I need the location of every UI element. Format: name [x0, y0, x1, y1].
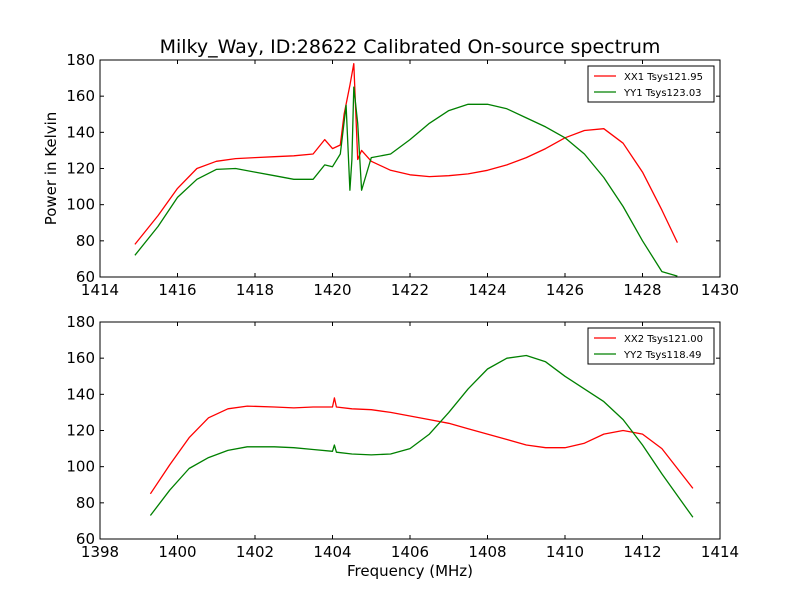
legend-label: XX1 Tsys121.95 — [624, 72, 703, 83]
legend: XX2 Tsys121.00 YY2 Tsys118.49 — [587, 327, 715, 365]
x-tick-label: 1408 — [468, 543, 506, 561]
legend-label: XX2 Tsys121.00 — [624, 334, 703, 345]
y-axis-label: Power in Kelvin — [42, 112, 60, 226]
x-tick-label: 1420 — [313, 281, 351, 299]
series-line-1-1 — [134, 62, 678, 245]
x-axis-label: Frequency (MHz) — [347, 562, 473, 580]
legend-label: YY2 Tsys118.49 — [623, 350, 702, 361]
x-tick-label: 1428 — [623, 281, 661, 299]
series-line-2-1 — [149, 397, 694, 495]
x-tick-label: 1416 — [158, 281, 196, 299]
x-tick-label: 1414 — [81, 281, 119, 299]
legend-box — [587, 327, 715, 365]
series-line-2-2 — [149, 354, 694, 518]
y-tick-label: 80 — [76, 494, 95, 512]
x-tick-label: 1400 — [158, 543, 196, 561]
x-tick-label: 1418 — [236, 281, 274, 299]
y-tick-label: 140 — [66, 385, 95, 403]
series-line-1-2 — [134, 86, 678, 277]
y-tick-label: 160 — [66, 349, 95, 367]
legend-label: YY1 Tsys123.03 — [623, 88, 702, 99]
x-tick-label: 1398 — [81, 543, 119, 561]
y-tick-label: 100 — [66, 196, 95, 214]
y-tick-label: 120 — [66, 160, 95, 178]
y-tick-label: 180 — [66, 51, 95, 69]
legend-box — [587, 65, 715, 103]
y-tick-label: 80 — [76, 232, 95, 250]
x-tick-label: 1402 — [236, 543, 274, 561]
y-tick-label: 120 — [66, 422, 95, 440]
x-tick-label: 1406 — [391, 543, 429, 561]
x-tick-label: 1424 — [468, 281, 506, 299]
y-tick-label: 180 — [66, 313, 95, 331]
x-tick-label: 1412 — [623, 543, 661, 561]
y-tick-label: 140 — [66, 123, 95, 141]
chart-title: Milky_Way, ID:28622 Calibrated On-source… — [160, 36, 661, 58]
x-tick-label: 1404 — [313, 543, 351, 561]
y-tick-label: 160 — [66, 87, 95, 105]
legend: XX1 Tsys121.95 YY1 Tsys123.03 — [587, 65, 715, 103]
x-tick-label: 1414 — [701, 543, 739, 561]
y-tick-label: 100 — [66, 458, 95, 476]
x-tick-label: 1410 — [546, 543, 584, 561]
y-tick-label: 60 — [76, 268, 95, 286]
x-tick-label: 1430 — [701, 281, 739, 299]
y-tick-label: 60 — [76, 530, 95, 548]
chart-panel-1: 1414 1416 1418 1420 1422 1424 1426 1428 1430 60 80… — [42, 36, 739, 299]
x-tick-label: 1426 — [546, 281, 584, 299]
x-tick-label: 1422 — [391, 281, 429, 299]
chart-panel-2: 1398 1400 1402 1404 1406 1408 1410 1412 1414 60 80… — [66, 313, 739, 580]
